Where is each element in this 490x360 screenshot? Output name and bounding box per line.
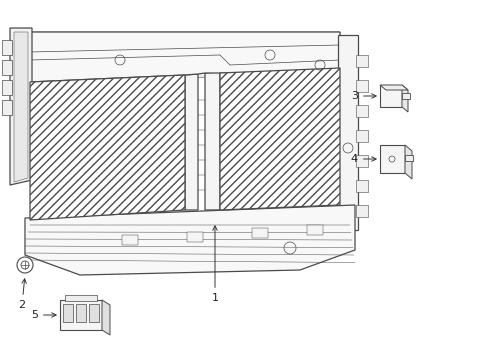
Polygon shape: [356, 80, 368, 92]
Polygon shape: [10, 28, 32, 185]
Polygon shape: [338, 35, 358, 230]
Polygon shape: [76, 304, 86, 322]
Polygon shape: [14, 32, 28, 182]
Polygon shape: [63, 304, 73, 322]
Text: 4: 4: [351, 154, 376, 164]
Polygon shape: [205, 72, 220, 210]
Polygon shape: [60, 300, 102, 330]
Polygon shape: [2, 40, 12, 55]
Polygon shape: [2, 80, 12, 95]
Polygon shape: [2, 60, 12, 75]
Polygon shape: [30, 32, 340, 80]
Polygon shape: [65, 295, 97, 301]
Polygon shape: [380, 145, 405, 173]
Polygon shape: [122, 235, 138, 245]
Text: 3: 3: [351, 91, 376, 101]
Polygon shape: [405, 145, 412, 179]
Polygon shape: [356, 130, 368, 142]
Polygon shape: [187, 232, 203, 242]
Polygon shape: [356, 180, 368, 192]
Polygon shape: [25, 205, 355, 275]
Polygon shape: [402, 85, 408, 112]
Polygon shape: [2, 100, 12, 115]
Polygon shape: [356, 205, 368, 217]
Polygon shape: [380, 85, 402, 107]
Circle shape: [17, 257, 33, 273]
Polygon shape: [185, 74, 198, 210]
Polygon shape: [356, 55, 368, 67]
Polygon shape: [89, 304, 99, 322]
Polygon shape: [380, 85, 408, 90]
Polygon shape: [307, 225, 323, 235]
Text: 5: 5: [31, 310, 56, 320]
Polygon shape: [102, 300, 110, 335]
Polygon shape: [356, 155, 368, 167]
Polygon shape: [356, 105, 368, 117]
Text: 2: 2: [19, 279, 26, 310]
Polygon shape: [220, 68, 340, 210]
Polygon shape: [402, 93, 410, 99]
Text: 1: 1: [212, 226, 219, 303]
Polygon shape: [252, 228, 268, 238]
Polygon shape: [30, 75, 185, 220]
Polygon shape: [30, 32, 340, 82]
Polygon shape: [405, 155, 413, 161]
